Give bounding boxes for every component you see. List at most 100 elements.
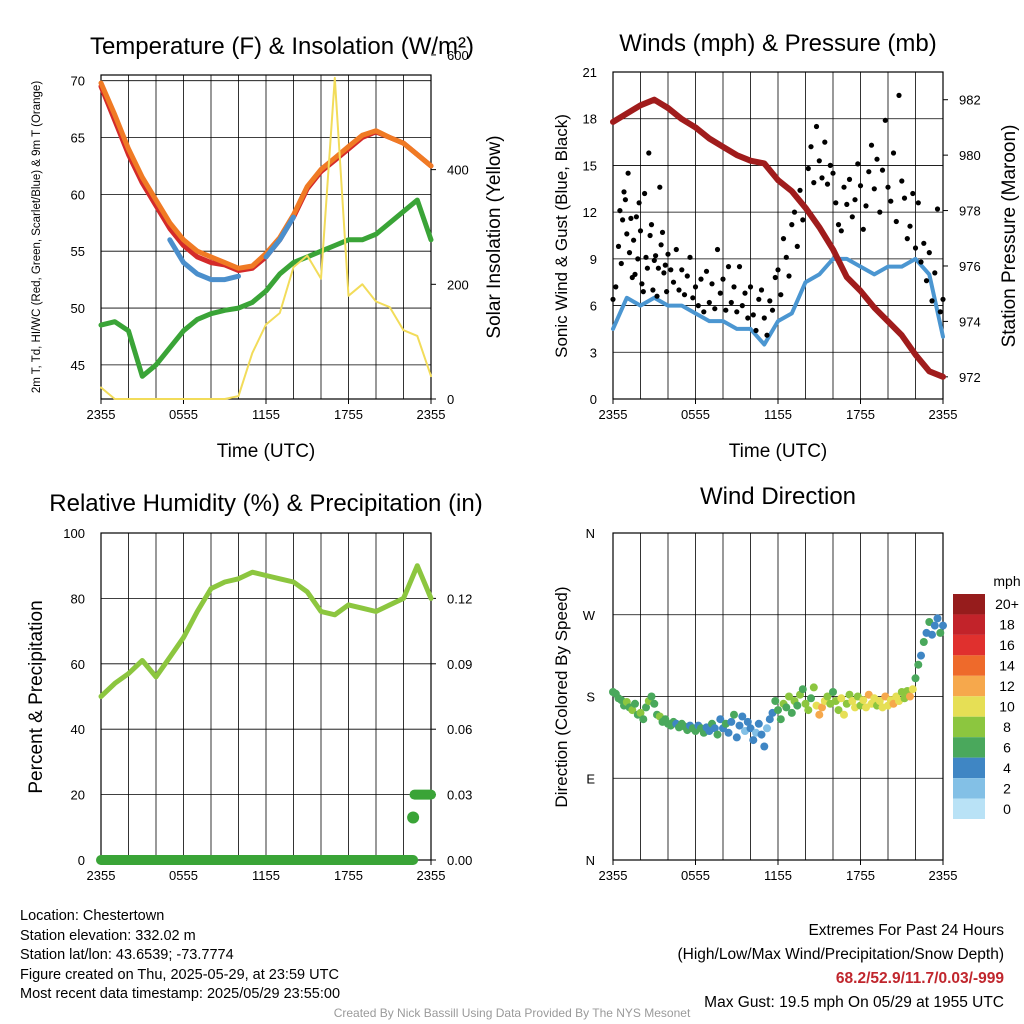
x-tick-label: 1755 xyxy=(334,868,363,883)
direction-point xyxy=(804,706,813,715)
gust-point xyxy=(647,232,653,239)
gust-point xyxy=(690,295,696,301)
y-tick-label-right: 978 xyxy=(959,204,981,219)
gust-point xyxy=(868,142,875,148)
colorbar-label: 0 xyxy=(1003,801,1011,817)
direction-point xyxy=(765,715,774,724)
gust-point xyxy=(769,307,776,313)
x-axis-label: Time (UTC) xyxy=(729,441,828,462)
gust-point xyxy=(644,265,651,271)
y-tick-label-left: 0 xyxy=(78,853,85,868)
gust-point xyxy=(813,123,820,130)
y-tick-label-left: N xyxy=(586,526,595,541)
elevation-text: Station elevation: 332.02 m xyxy=(20,927,196,944)
chart-title: Wind Direction xyxy=(700,483,856,510)
direction-point xyxy=(760,742,769,751)
x-tick-label: 2355 xyxy=(599,407,628,422)
y-tick-label-right: 600 xyxy=(447,48,469,63)
gust-point xyxy=(653,253,659,259)
gust-point xyxy=(659,229,666,235)
colorbar-title: mph xyxy=(993,573,1020,589)
gust-point xyxy=(841,184,847,190)
series-hi-wc xyxy=(263,214,296,260)
gust-point xyxy=(621,189,627,195)
direction-point xyxy=(829,688,837,696)
gust-point xyxy=(636,200,642,206)
direction-point xyxy=(787,708,796,717)
colorbar-swatch xyxy=(953,716,985,738)
y-tick-label-left: 60 xyxy=(71,657,85,672)
gust-point xyxy=(860,226,866,232)
gust-point xyxy=(778,292,784,298)
series-relative-humidity xyxy=(98,563,434,699)
gust-point xyxy=(620,217,626,223)
gust-point xyxy=(885,184,891,190)
precip-point xyxy=(407,811,420,824)
y-tick-label-left: 60 xyxy=(71,187,85,202)
gust-point xyxy=(673,246,679,253)
y-tick-label-right: 0.06 xyxy=(447,722,472,737)
x-tick-label: 1755 xyxy=(846,407,875,422)
colorbar-label: 12 xyxy=(999,678,1015,694)
gust-point xyxy=(701,309,707,315)
x-tick-label: 1155 xyxy=(252,868,280,883)
direction-point xyxy=(785,692,793,701)
gust-point xyxy=(728,299,734,306)
extremes-legend: (High/Low/Max Wind/Precipitation/Snow De… xyxy=(677,946,1005,963)
y-tick-label-left: W xyxy=(583,608,596,623)
gust-point xyxy=(926,250,932,256)
direction-point xyxy=(735,721,744,730)
gust-point xyxy=(833,200,839,206)
gust-point xyxy=(679,267,685,273)
gust-point xyxy=(866,169,872,175)
x-tick-label: 0555 xyxy=(681,407,710,422)
gust-point xyxy=(734,309,740,315)
gust-point xyxy=(772,274,778,281)
gust-point xyxy=(879,167,886,173)
direction-point xyxy=(647,692,656,701)
gust-point xyxy=(918,259,924,265)
gust-point xyxy=(805,165,811,172)
gust-point xyxy=(934,206,941,212)
y-tick-label-left: 100 xyxy=(63,526,85,541)
y-tick-label-right: 982 xyxy=(959,93,981,108)
series-sonic-wind xyxy=(611,256,945,347)
gust-point xyxy=(661,270,667,276)
gust-point xyxy=(791,209,798,215)
gust-point xyxy=(863,203,869,209)
gust-point xyxy=(643,254,649,260)
direction-point xyxy=(798,685,807,694)
gust-point xyxy=(819,175,825,181)
y-tick-label-left: 21 xyxy=(583,65,597,80)
direction-point xyxy=(724,728,733,737)
chart-title: Relative Humidity (%) & Precipitation (i… xyxy=(49,490,482,517)
colorbar-label: 2 xyxy=(1003,780,1011,796)
gust-point xyxy=(731,284,737,290)
gust-point xyxy=(739,303,745,309)
direction-point xyxy=(749,736,758,745)
y-tick-label-left: 9 xyxy=(590,252,597,267)
chart-title: Temperature (F) & Insolation (W/m²) xyxy=(90,33,474,60)
x-tick-label: 2355 xyxy=(929,407,958,422)
x-tick-label: 2355 xyxy=(417,868,446,883)
x-tick-label: 0555 xyxy=(169,868,198,883)
direction-point xyxy=(848,697,857,705)
colorbar-label: 20+ xyxy=(995,596,1019,612)
y-tick-label-left: 65 xyxy=(71,131,85,146)
direction-point xyxy=(642,703,650,712)
created-text: Figure created on Thu, 2025-05-29, at 23… xyxy=(20,966,339,983)
gust-point xyxy=(890,150,897,156)
direction-point xyxy=(650,699,659,708)
colorbar-label: 8 xyxy=(1003,719,1011,735)
extremes-title: Extremes For Past 24 Hours xyxy=(808,922,1004,939)
direction-point xyxy=(939,621,947,630)
gust-point xyxy=(910,190,916,197)
gust-point xyxy=(676,287,682,293)
direction-point xyxy=(727,717,736,726)
direction-point xyxy=(928,630,936,639)
gust-point xyxy=(838,228,844,234)
direction-point xyxy=(771,697,780,705)
direction-point xyxy=(754,719,763,728)
y-axis-label-left: 2m T, Td, HI/WC (Red, Green, Scarlet/Blu… xyxy=(31,81,43,393)
y-tick-label-right: 0 xyxy=(447,392,454,407)
